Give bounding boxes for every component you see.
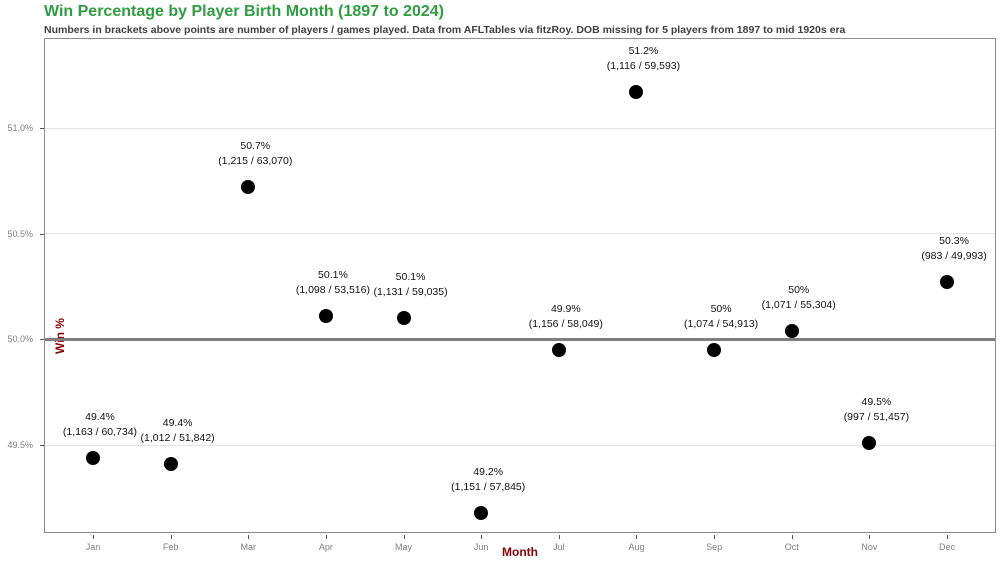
x-tick-mark bbox=[248, 535, 250, 539]
chart-subtitle: Numbers in brackets above points are num… bbox=[44, 24, 846, 36]
point-label-sep: 50% (1,074 / 54,913) bbox=[631, 302, 811, 332]
y-tick-mark bbox=[40, 128, 44, 129]
x-tick-label-jan: Jan bbox=[85, 542, 101, 552]
x-tick-label-may: May bbox=[395, 542, 413, 552]
point-label-apr: 50.1% (1,098 / 53,516) bbox=[243, 268, 423, 298]
y-tick-mark bbox=[40, 233, 44, 235]
data-point-mar bbox=[241, 180, 256, 195]
data-point-may bbox=[396, 311, 411, 326]
point-detail-label: (1,131 / 59,035) bbox=[373, 286, 448, 299]
data-point-sep bbox=[707, 342, 722, 357]
point-label-oct: 50% (1,071 / 55,304) bbox=[709, 283, 889, 313]
x-tick-label-sep: Sep bbox=[706, 542, 723, 552]
x-tick-label-nov: Nov bbox=[861, 542, 878, 552]
point-detail-label: (1,074 / 54,913) bbox=[684, 317, 759, 330]
x-tick-label-mar: Mar bbox=[240, 542, 257, 552]
x-tick-mark bbox=[403, 535, 405, 539]
point-pct-label: 50.7% bbox=[240, 140, 271, 153]
point-pct-label: 50% bbox=[788, 283, 810, 296]
y-tick-label: 50.5% bbox=[7, 228, 33, 239]
data-point-aug bbox=[629, 85, 644, 100]
x-tick-label-dec: Dec bbox=[939, 542, 956, 552]
chart-title: Win Percentage by Player Birth Month (18… bbox=[44, 3, 444, 20]
point-detail-label: (1,156 / 58,049) bbox=[528, 317, 603, 330]
y-tick-mark bbox=[40, 339, 44, 341]
point-detail-label: (1,163 / 60,734) bbox=[62, 425, 138, 438]
data-point-apr bbox=[318, 309, 333, 324]
point-pct-label: 49.9% bbox=[550, 302, 581, 315]
point-pct-label: 49.4% bbox=[162, 417, 193, 430]
point-label-may: 50.1% (1,131 / 59,035) bbox=[321, 270, 501, 300]
reference-line-50pct bbox=[45, 337, 995, 341]
data-point-jan bbox=[86, 450, 100, 465]
data-point-feb bbox=[163, 457, 178, 472]
data-point-jul bbox=[551, 342, 566, 357]
x-axis-title: Month bbox=[502, 545, 538, 559]
point-detail-label: (1,098 / 53,516) bbox=[295, 284, 370, 297]
x-tick-label-aug: Aug bbox=[628, 542, 645, 552]
x-tick-label-feb: Feb bbox=[162, 542, 179, 552]
y-tick-label: 50.0% bbox=[7, 334, 33, 345]
plot-panel: Win % 51.0% 50.5% 50.0% 49.5% Jan Feb Mar Apr Ma… bbox=[7, 38, 996, 552]
x-tick-mark bbox=[93, 535, 94, 539]
point-label-feb: 49.4% (1,012 / 51,842) bbox=[88, 416, 268, 446]
point-label-aug: 51.2% (1,116 / 59,593) bbox=[553, 44, 733, 74]
x-tick-mark bbox=[947, 535, 949, 539]
data-point-nov bbox=[862, 435, 877, 450]
point-pct-label: 50.1% bbox=[318, 269, 348, 282]
x-tick-mark bbox=[325, 535, 327, 539]
point-detail-label: (983 / 49,993) bbox=[921, 250, 987, 263]
x-tick-mark bbox=[558, 535, 560, 539]
data-point-jun bbox=[474, 505, 489, 520]
x-tick-mark bbox=[170, 535, 172, 539]
gridline-49.5% bbox=[45, 444, 995, 446]
x-tick-label-jul: Jul bbox=[553, 542, 565, 552]
point-detail-label: (997 / 51,457) bbox=[843, 411, 910, 423]
point-label-mar: 50.7% (1,215 / 63,070) bbox=[165, 139, 345, 169]
point-label-dec: 50.3% (983 / 49,993) bbox=[864, 234, 1000, 264]
point-detail-label: (1,071 / 55,304) bbox=[761, 298, 836, 311]
x-tick-mark bbox=[636, 535, 638, 539]
x-tick-label-oct: Oct bbox=[784, 542, 799, 552]
point-detail-label: (1,215 / 63,070) bbox=[218, 155, 293, 168]
point-pct-label: 49.4% bbox=[85, 410, 115, 423]
data-point-oct bbox=[784, 323, 799, 338]
y-tick-mark bbox=[40, 445, 44, 447]
gridline-51.0% bbox=[45, 127, 995, 129]
y-tick-label: 49.5% bbox=[7, 440, 33, 451]
point-pct-label: 49.5% bbox=[861, 396, 892, 408]
point-pct-label: 50.1% bbox=[395, 271, 426, 284]
point-detail-label: (1,151 / 57,845) bbox=[451, 480, 526, 493]
point-pct-label: 50% bbox=[710, 302, 732, 315]
y-axis-title: Win % bbox=[53, 318, 67, 354]
y-tick-label: 51.0% bbox=[7, 123, 33, 133]
x-tick-label-jun: Jun bbox=[473, 542, 489, 552]
x-tick-mark bbox=[869, 535, 871, 539]
x-tick-label-apr: Apr bbox=[318, 542, 333, 552]
point-label-nov: 49.5% (997 / 51,457) bbox=[786, 395, 966, 425]
point-detail-label: (1,012 / 51,842) bbox=[140, 432, 215, 445]
point-pct-label: 51.2% bbox=[628, 45, 659, 58]
point-pct-label: 50.3% bbox=[939, 235, 969, 248]
point-pct-label: 49.2% bbox=[473, 465, 504, 478]
point-label-jan: 49.4% (1,163 / 60,734) bbox=[10, 410, 190, 440]
gridline-50.5% bbox=[45, 233, 995, 235]
x-tick-mark bbox=[481, 535, 483, 539]
point-detail-label: (1,116 / 59,593) bbox=[606, 60, 681, 73]
x-tick-mark bbox=[714, 535, 716, 539]
point-label-jun: 49.2% (1,151 / 57,845) bbox=[398, 465, 578, 495]
data-point-dec bbox=[940, 275, 955, 290]
x-tick-mark bbox=[791, 535, 793, 539]
point-label-jul: 49.9% (1,156 / 58,049) bbox=[476, 302, 656, 332]
